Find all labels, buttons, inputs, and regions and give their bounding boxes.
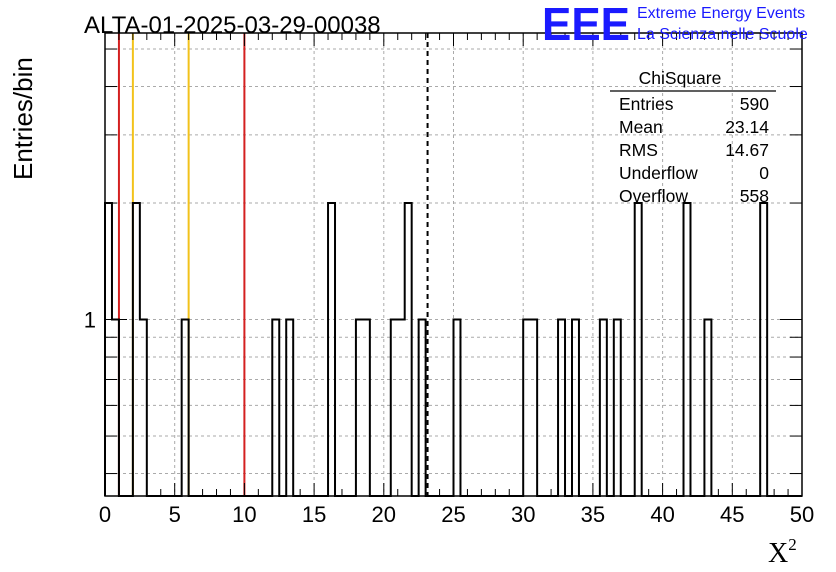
x-tick-label: 30: [511, 502, 535, 527]
x-tick-label: 40: [650, 502, 674, 527]
y-tick-labels: 1: [84, 308, 96, 333]
histogram-bin: [286, 320, 293, 496]
x-tick-label: 0: [99, 502, 111, 527]
histogram-bin: [182, 320, 189, 496]
histogram-bin: [530, 320, 537, 496]
histogram-bin: [523, 320, 530, 496]
x-tick-labels: 0 5 10 15 20 25 30 35 40 45 50: [99, 502, 814, 527]
stats-label: Mean: [619, 117, 663, 137]
histogram-outline: [104, 202, 802, 497]
chart-title: ALTA-01-2025-03-29-00038: [84, 12, 381, 39]
x-tick-label: 45: [720, 502, 744, 527]
stats-label: Overflow: [619, 186, 688, 206]
histogram-bin: [328, 203, 335, 496]
x-tick-label: 50: [790, 502, 814, 527]
x-tick-label: 25: [441, 502, 465, 527]
histogram-bin: [454, 320, 461, 496]
logo-mark: EEE: [542, 0, 630, 50]
x-tick-label: 20: [372, 502, 396, 527]
histogram-bin: [572, 320, 579, 496]
stats-value: 23.14: [725, 117, 769, 137]
histogram-bin: [133, 203, 140, 496]
y-axis-label: Entries/bin: [8, 57, 38, 180]
stats-box: ChiSquare Entries 590 Mean 23.14 RMS 14.67 Und…: [610, 68, 776, 206]
histogram-bin: [760, 203, 767, 496]
stats-value: 590: [740, 94, 769, 114]
histogram-bin: [391, 320, 398, 496]
y-tick-label: 1: [84, 308, 96, 333]
logo-line1: Extreme Energy Events: [637, 5, 805, 22]
histogram-bin: [614, 320, 621, 496]
axis-ticks: [104, 33, 803, 496]
histogram-bin: [356, 320, 363, 496]
histogram-bin: [419, 320, 426, 496]
x-tick-label: 10: [232, 502, 256, 527]
histogram-bin: [600, 320, 607, 496]
stats-title: ChiSquare: [639, 68, 722, 88]
histogram-bins: [104, 202, 802, 497]
logo-line2: La Scienza nelle Scuole: [637, 26, 808, 43]
histogram-bin: [704, 320, 711, 496]
histogram-bin: [558, 320, 565, 496]
histogram-bin: [112, 320, 119, 496]
stats-label: RMS: [619, 140, 658, 160]
stats-label: Entries: [619, 94, 674, 114]
histogram-bin: [635, 203, 642, 496]
histogram-bin: [398, 320, 405, 496]
histogram-bin: [105, 203, 112, 496]
histogram-bin: [363, 320, 370, 496]
stats-value: 0: [759, 163, 769, 183]
histogram-bin: [405, 203, 412, 496]
x-tick-label: 15: [302, 502, 326, 527]
x-tick-label: 35: [581, 502, 605, 527]
histogram-bin: [140, 320, 147, 496]
stats-value: 14.67: [725, 140, 769, 160]
x-axis-label: X2: [768, 535, 797, 569]
stats-value: 558: [740, 186, 769, 206]
histogram-bin: [272, 320, 279, 496]
stats-label: Underflow: [619, 163, 698, 183]
histogram-bin: [684, 203, 691, 496]
eee-logo: EEE Extreme Energy Events La Scienza nel…: [542, 0, 808, 50]
x-tick-label: 5: [169, 502, 181, 527]
